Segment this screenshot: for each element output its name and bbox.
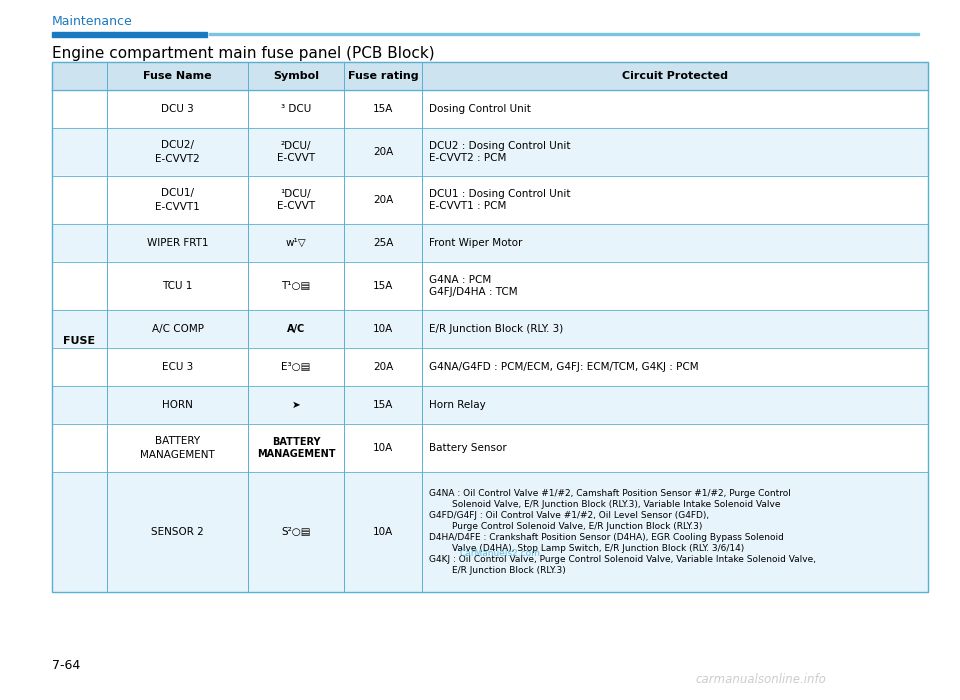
Text: TCU 1: TCU 1 bbox=[162, 281, 193, 291]
Bar bbox=[209, 33, 919, 35]
Text: Fuse Name: Fuse Name bbox=[143, 71, 212, 81]
Text: G4NA : Oil Control Valve #1/#2, Camshaft Position Sensor #1/#2, Purge Control
  : G4NA : Oil Control Valve #1/#2, Camshaft… bbox=[429, 489, 816, 575]
Bar bbox=[52, 90, 107, 128]
Text: 7-64: 7-64 bbox=[52, 659, 81, 672]
Text: DCU1/
E-CVVT1: DCU1/ E-CVVT1 bbox=[156, 188, 200, 211]
Text: carmanualsonline.info: carmanualsonline.info bbox=[695, 673, 826, 686]
Bar bbox=[52, 310, 107, 348]
Text: Battery Sensor: Battery Sensor bbox=[429, 443, 507, 453]
Text: DCU2 : Dosing Control Unit
E-CVVT2 : PCM: DCU2 : Dosing Control Unit E-CVVT2 : PCM bbox=[429, 141, 570, 163]
Text: 15A: 15A bbox=[372, 400, 394, 410]
Text: DCU2/
E-CVVT2: DCU2/ E-CVVT2 bbox=[156, 141, 200, 164]
Text: T¹○▤: T¹○▤ bbox=[281, 281, 311, 291]
Text: E/R Junction Block (RLY. 3): E/R Junction Block (RLY. 3) bbox=[429, 324, 564, 334]
Text: DCU1 : Dosing Control Unit
E-CVVT1 : PCM: DCU1 : Dosing Control Unit E-CVVT1 : PCM bbox=[429, 189, 570, 211]
Text: 25A: 25A bbox=[372, 238, 394, 248]
Bar bbox=[107, 386, 928, 424]
Text: Symbol: Symbol bbox=[273, 71, 319, 81]
Text: DCU 3: DCU 3 bbox=[161, 104, 194, 114]
Bar bbox=[52, 472, 107, 592]
Text: A/C: A/C bbox=[287, 324, 305, 334]
Text: CarManuels2.com: CarManuels2.com bbox=[459, 549, 540, 558]
Bar bbox=[52, 348, 107, 386]
Text: 10A: 10A bbox=[372, 527, 394, 537]
Bar bbox=[52, 128, 107, 176]
Bar bbox=[107, 472, 928, 592]
Text: E³○▤: E³○▤ bbox=[281, 362, 311, 372]
Text: Engine compartment main fuse panel (PCB Block): Engine compartment main fuse panel (PCB … bbox=[52, 46, 435, 61]
Bar bbox=[52, 62, 928, 90]
Text: 20A: 20A bbox=[372, 195, 394, 205]
Text: G4NA : PCM
G4FJ/D4HA : TCM: G4NA : PCM G4FJ/D4HA : TCM bbox=[429, 275, 517, 298]
Bar bbox=[107, 424, 928, 472]
Text: 15A: 15A bbox=[372, 104, 394, 114]
Text: 20A: 20A bbox=[372, 147, 394, 157]
Text: Front Wiper Motor: Front Wiper Motor bbox=[429, 238, 522, 248]
Text: 10A: 10A bbox=[372, 443, 394, 453]
Text: S²○▤: S²○▤ bbox=[281, 527, 311, 537]
Bar bbox=[52, 32, 207, 37]
Bar bbox=[52, 176, 107, 224]
Text: SENSOR 2: SENSOR 2 bbox=[151, 527, 204, 537]
Text: HORN: HORN bbox=[162, 400, 193, 410]
Text: A/C COMP: A/C COMP bbox=[152, 324, 204, 334]
Text: BATTERY
MANAGEMENT: BATTERY MANAGEMENT bbox=[256, 437, 335, 459]
Text: Circuit Protected: Circuit Protected bbox=[622, 71, 728, 81]
Bar bbox=[107, 128, 928, 176]
Text: WIPER FRT1: WIPER FRT1 bbox=[147, 238, 208, 248]
Text: Horn Relay: Horn Relay bbox=[429, 400, 486, 410]
Bar bbox=[52, 424, 107, 472]
Text: G4NA/G4FD : PCM/ECM, G4FJ: ECM/TCM, G4KJ : PCM: G4NA/G4FD : PCM/ECM, G4FJ: ECM/TCM, G4KJ… bbox=[429, 362, 699, 372]
Text: FUSE: FUSE bbox=[63, 336, 96, 346]
Bar bbox=[107, 348, 928, 386]
Bar bbox=[52, 386, 107, 424]
Bar bbox=[107, 262, 928, 310]
Text: ²DCU/
E-CVVT: ²DCU/ E-CVVT bbox=[276, 141, 315, 163]
Bar bbox=[107, 224, 928, 262]
Text: Dosing Control Unit: Dosing Control Unit bbox=[429, 104, 531, 114]
Text: w¹▽: w¹▽ bbox=[286, 238, 306, 248]
Text: ³ DCU: ³ DCU bbox=[281, 104, 311, 114]
Bar bbox=[52, 262, 107, 310]
Bar bbox=[107, 310, 928, 348]
Text: ➤: ➤ bbox=[292, 400, 300, 410]
Text: ¹DCU/
E-CVVT: ¹DCU/ E-CVVT bbox=[276, 189, 315, 211]
Text: Maintenance: Maintenance bbox=[52, 15, 132, 28]
Bar bbox=[52, 62, 928, 592]
Text: 15A: 15A bbox=[372, 281, 394, 291]
Text: BATTERY
MANAGEMENT: BATTERY MANAGEMENT bbox=[140, 436, 215, 460]
Text: ECU 3: ECU 3 bbox=[162, 362, 193, 372]
Bar bbox=[52, 224, 107, 262]
Bar bbox=[107, 90, 928, 128]
Bar bbox=[107, 176, 928, 224]
Text: 10A: 10A bbox=[372, 324, 394, 334]
Text: 20A: 20A bbox=[372, 362, 394, 372]
Text: Fuse rating: Fuse rating bbox=[348, 71, 419, 81]
